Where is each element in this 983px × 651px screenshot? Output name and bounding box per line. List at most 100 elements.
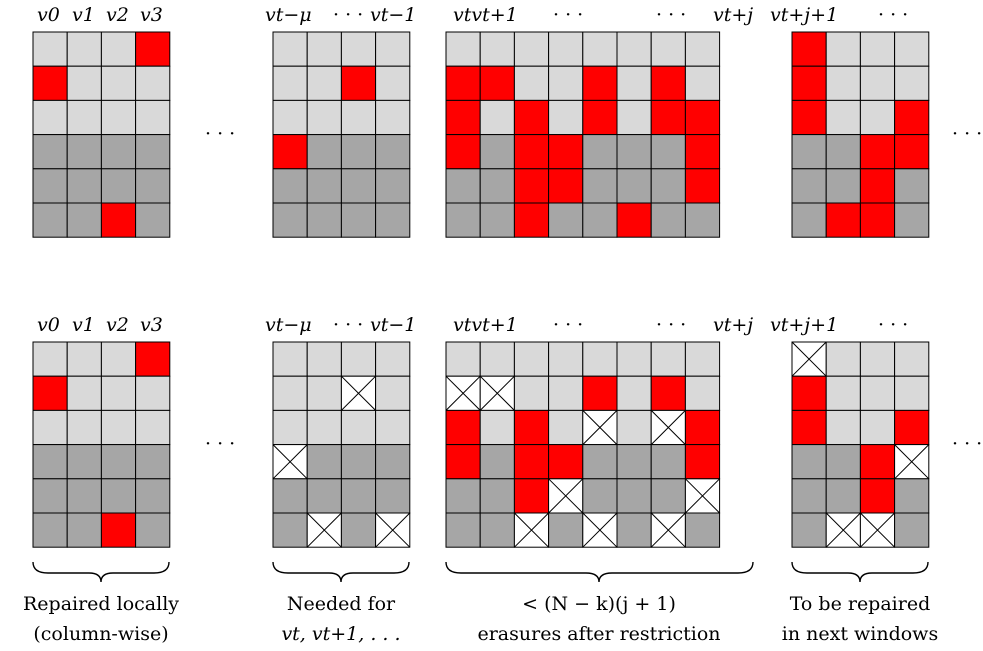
light-cell	[66, 409, 102, 446]
dark-cell	[445, 512, 481, 548]
dark-cell	[340, 168, 377, 204]
erased-cell	[859, 478, 896, 514]
dark-cell	[66, 202, 102, 238]
dark-cell	[375, 168, 411, 204]
light-cell	[825, 375, 861, 411]
light-cell	[445, 31, 481, 67]
light-cell	[135, 99, 171, 136]
dark-cell	[135, 478, 171, 514]
light-cell	[375, 341, 411, 377]
dark-cell	[479, 134, 515, 170]
header-vt-vt1: vtvt+1	[453, 4, 518, 26]
header-dots-b: · · ·	[656, 314, 686, 336]
light-cell	[100, 31, 137, 67]
braces	[32, 561, 929, 583]
light-cell	[66, 99, 102, 136]
light-cell	[340, 341, 377, 377]
dark-cell	[479, 512, 515, 548]
light-cell	[894, 31, 930, 67]
erased-cell	[582, 99, 618, 136]
dark-cell	[306, 202, 342, 238]
dark-cell	[791, 202, 827, 238]
dark-cell	[100, 168, 137, 204]
light-cell	[135, 65, 171, 101]
dark-cell	[548, 202, 584, 238]
light-cell	[479, 341, 515, 377]
caption-g2-line2: vt, vt+1, . . .	[281, 623, 400, 645]
light-cell	[859, 65, 896, 101]
between-dots-bottom-right: · · ·	[952, 433, 982, 455]
erased-cell	[684, 444, 721, 480]
dark-cell	[616, 444, 652, 480]
light-cell	[894, 65, 930, 101]
header-v0: v0	[37, 314, 60, 336]
erased-cell	[548, 444, 584, 480]
dark-cell	[340, 202, 377, 238]
erased-cell	[513, 478, 550, 514]
erased-cell	[684, 409, 721, 446]
header-vt-j: vt+j	[713, 4, 753, 26]
dark-cell	[582, 202, 618, 238]
light-cell	[272, 409, 308, 446]
header-vt-vt1: vtvt+1	[453, 314, 518, 336]
cross-mark-icon	[894, 444, 930, 480]
erased-cell	[684, 168, 721, 204]
dark-cell	[791, 512, 827, 548]
header-v2: v2	[106, 314, 129, 336]
light-cell	[616, 65, 652, 101]
erased-cell	[791, 375, 827, 411]
light-cell	[66, 65, 102, 101]
dark-cell	[582, 478, 618, 514]
light-cell	[272, 99, 308, 136]
brace-g1	[32, 561, 170, 583]
light-cell	[375, 409, 411, 446]
light-cell	[548, 341, 584, 377]
light-cell	[66, 31, 102, 67]
header-dots-a: · · ·	[553, 4, 583, 26]
header-vt-j: vt+j	[713, 314, 753, 336]
light-cell	[825, 31, 861, 67]
dark-cell	[375, 444, 411, 480]
erased-cell	[650, 375, 686, 411]
dark-cell	[825, 444, 861, 480]
header-dots-mid: · · ·	[333, 314, 363, 336]
light-cell	[479, 99, 515, 136]
light-cell	[548, 99, 584, 136]
erased-cell	[340, 65, 377, 101]
light-cell	[859, 409, 896, 446]
dark-cell	[272, 512, 308, 548]
dark-cell	[340, 444, 377, 480]
dark-cell	[66, 512, 102, 548]
grid-bottom-needed-columns	[272, 341, 411, 548]
light-cell	[548, 65, 584, 101]
dark-cell	[135, 134, 171, 170]
light-cell	[32, 341, 68, 377]
light-cell	[306, 65, 342, 101]
dark-cell	[340, 478, 377, 514]
light-cell	[272, 31, 308, 67]
light-cell	[582, 31, 618, 67]
dark-cell	[66, 134, 102, 170]
light-cell	[306, 31, 342, 67]
light-cell	[272, 65, 308, 101]
light-cell	[100, 409, 137, 446]
cross-mark-icon	[306, 512, 342, 548]
erased-cell	[616, 202, 652, 238]
light-cell	[135, 375, 171, 411]
light-cell	[32, 31, 68, 67]
brace-g4	[791, 561, 929, 583]
caption-g2-line1: Needed for	[287, 593, 396, 615]
header-vt-minus-1: vt−1	[370, 314, 416, 336]
erased-cell	[135, 341, 171, 377]
erased-cell	[100, 512, 137, 548]
light-cell	[100, 341, 137, 377]
light-cell	[513, 341, 550, 377]
erased-cell	[894, 409, 930, 446]
dark-cell	[445, 168, 481, 204]
light-cell	[272, 341, 308, 377]
cross-mark-icon	[685, 478, 720, 514]
erased-cell	[582, 375, 618, 411]
erased-cell	[513, 409, 550, 446]
caption-g3-line2: erasures after restriction	[477, 623, 720, 645]
